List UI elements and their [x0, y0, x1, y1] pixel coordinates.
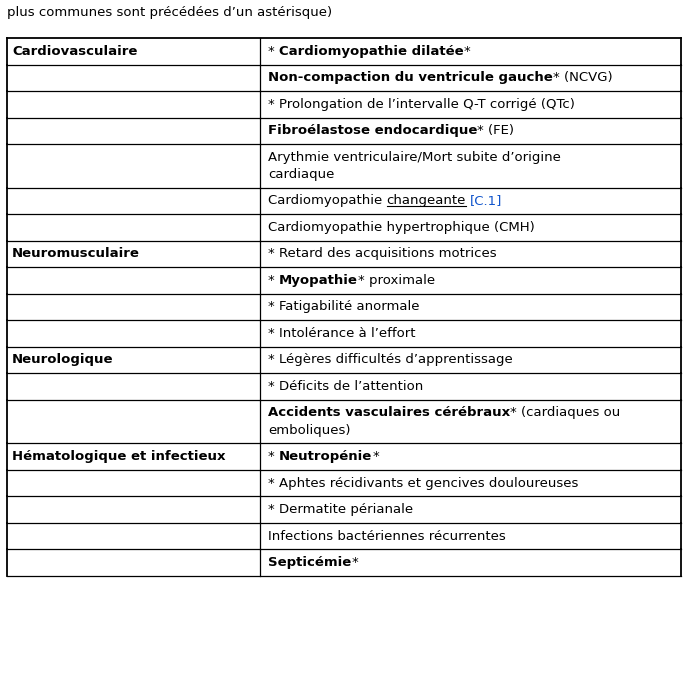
Text: Cardiovasculaire: Cardiovasculaire [12, 44, 138, 58]
Text: *: * [372, 450, 379, 463]
Text: Arythmie ventriculaire/Mort subite d’origine: Arythmie ventriculaire/Mort subite d’ori… [268, 151, 561, 163]
Text: * Dermatite périanale: * Dermatite périanale [268, 503, 413, 516]
Text: Cardiomyopathie hypertrophique (CMH): Cardiomyopathie hypertrophique (CMH) [268, 221, 535, 234]
Text: Non-compaction du ventricule gauche: Non-compaction du ventricule gauche [268, 72, 553, 84]
Text: *: * [268, 450, 279, 463]
Text: Accidents vasculaires cérébraux: Accidents vasculaires cérébraux [268, 407, 510, 419]
Text: Neutropénie: Neutropénie [279, 450, 372, 463]
Text: Hématologique et infectieux: Hématologique et infectieux [12, 450, 226, 463]
Text: *: * [352, 556, 358, 569]
Text: *: * [268, 274, 279, 287]
Text: * Déficits de l’attention: * Déficits de l’attention [268, 380, 423, 393]
Text: Myopathie: Myopathie [279, 274, 358, 287]
Text: * (FE): * (FE) [477, 124, 515, 137]
Text: Fibroélastose endocardique: Fibroélastose endocardique [268, 124, 477, 137]
Text: Neurologique: Neurologique [12, 354, 114, 366]
Text: cardiaque: cardiaque [268, 168, 334, 181]
Text: Cardiomyopathie: Cardiomyopathie [268, 195, 387, 208]
Text: Infections bactériennes récurrentes: Infections bactériennes récurrentes [268, 530, 506, 543]
Text: emboliques): emboliques) [268, 424, 351, 437]
Text: *: * [464, 44, 471, 58]
Text: * proximale: * proximale [358, 274, 435, 287]
Text: * Fatigabilité anormale: * Fatigabilité anormale [268, 300, 420, 313]
Text: Septicémie: Septicémie [268, 556, 352, 569]
Text: * Aphtes récidivants et gencives douloureuses: * Aphtes récidivants et gencives doulour… [268, 477, 579, 490]
Text: Neuromusculaire: Neuromusculaire [12, 247, 140, 261]
Text: * (cardiaques ou: * (cardiaques ou [510, 407, 621, 419]
Text: * Prolongation de l’intervalle Q-T corrigé (QTc): * Prolongation de l’intervalle Q-T corri… [268, 98, 575, 111]
Text: changeante: changeante [387, 195, 466, 208]
Text: *: * [268, 44, 279, 58]
Text: * Intolérance à l’effort: * Intolérance à l’effort [268, 327, 416, 340]
Text: [C.1]: [C.1] [470, 195, 502, 208]
Text: * (NCVG): * (NCVG) [553, 72, 612, 84]
Text: * Légères difficultés d’apprentissage: * Légères difficultés d’apprentissage [268, 354, 513, 366]
Text: plus communes sont précédées d’un astérisque): plus communes sont précédées d’un astéri… [7, 6, 332, 19]
Text: * Retard des acquisitions motrices: * Retard des acquisitions motrices [268, 247, 497, 261]
Text: Cardiomyopathie dilatée: Cardiomyopathie dilatée [279, 44, 464, 58]
